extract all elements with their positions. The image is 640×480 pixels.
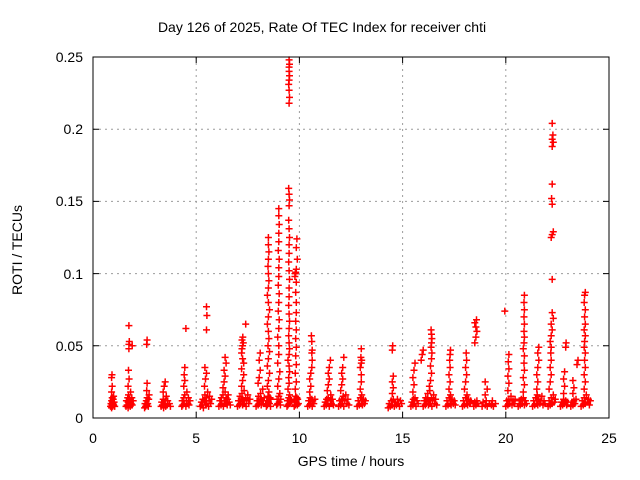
x-tick-label: 25 — [601, 430, 617, 446]
y-tick-label: 0.05 — [55, 337, 83, 354]
chart-title: Day 126 of 2025, Rate Of TEC Index for r… — [157, 19, 487, 35]
series-roti-points — [107, 56, 594, 412]
y-tick-label: 0.2 — [63, 121, 83, 138]
x-tick-label: 5 — [192, 430, 201, 446]
x-tick-label: 20 — [498, 430, 514, 446]
y-tick-label: 0.15 — [55, 193, 83, 210]
x-tick-label: 10 — [291, 430, 308, 446]
tick-marks — [92, 56, 610, 419]
plot-border — [92, 56, 610, 419]
y-tick-label: 0.1 — [63, 265, 83, 282]
x-axis-label: GPS time / hours — [297, 453, 405, 469]
y-tick-label: 0 — [75, 410, 83, 426]
y-tick-label: 0.25 — [55, 49, 83, 65]
grid-lines — [93, 57, 609, 418]
x-tick-label: 0 — [89, 430, 97, 446]
x-tick-label: 15 — [394, 430, 411, 446]
